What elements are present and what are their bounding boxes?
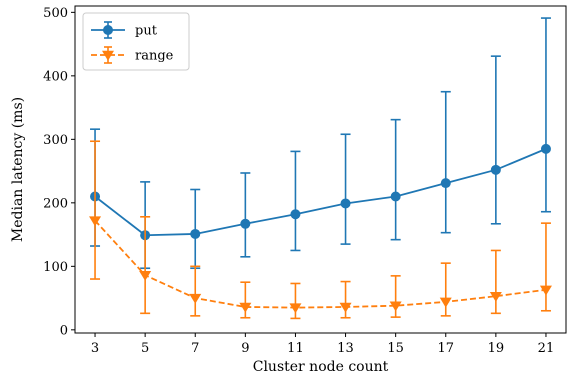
legend-label: put [135, 24, 158, 39]
series-layer [89, 17, 552, 320]
y-tick-label: 400 [43, 69, 68, 84]
y-axis: 0 100 200 300 400 500 [43, 6, 75, 338]
y-tick-label: 0 [60, 323, 68, 338]
x-tick-label: 7 [191, 341, 199, 356]
legend-item-put: put [91, 21, 158, 39]
legend-item-range: range [91, 46, 174, 64]
data-point [489, 291, 502, 302]
legend-label: range [135, 49, 174, 64]
legend: put range [82, 12, 190, 71]
legend-marker [103, 25, 113, 35]
x-tick-label: 9 [241, 341, 249, 356]
data-point [390, 191, 401, 202]
x-axis: 3 5 7 9 11 13 15 17 19 21 [91, 333, 554, 356]
data-point [289, 303, 302, 314]
data-point [89, 216, 102, 227]
y-tick-label: 100 [43, 260, 68, 275]
series-range [89, 140, 552, 320]
data-point [340, 198, 351, 209]
series-line [94, 220, 547, 309]
legend-marker [102, 50, 114, 61]
y-tick-label: 200 [43, 196, 68, 211]
data-point [290, 209, 301, 220]
x-tick-label: 21 [538, 341, 555, 356]
plot-area [74, 5, 567, 334]
data-point [389, 301, 402, 312]
data-point [490, 164, 501, 175]
x-tick-label: 17 [437, 341, 454, 356]
x-tick-label: 11 [287, 341, 304, 356]
data-point [439, 297, 452, 308]
x-tick-label: 19 [488, 341, 505, 356]
y-tick-label: 300 [43, 133, 68, 148]
x-tick-label: 13 [337, 341, 354, 356]
x-axis-label: Cluster node count [253, 359, 389, 375]
y-axis-label: Median latency (ms) [10, 97, 26, 242]
y-tick-label: 500 [43, 6, 68, 21]
data-point [540, 143, 551, 154]
data-point [189, 293, 202, 304]
data-point [239, 302, 252, 313]
data-point [240, 218, 251, 229]
x-tick-label: 3 [91, 341, 99, 356]
series-line [94, 148, 547, 237]
data-point [190, 228, 201, 239]
data-point [539, 285, 552, 296]
data-point [139, 271, 152, 281]
x-tick-label: 5 [141, 341, 149, 356]
data-point [339, 302, 352, 313]
data-point [440, 178, 451, 189]
x-tick-label: 15 [387, 341, 404, 356]
